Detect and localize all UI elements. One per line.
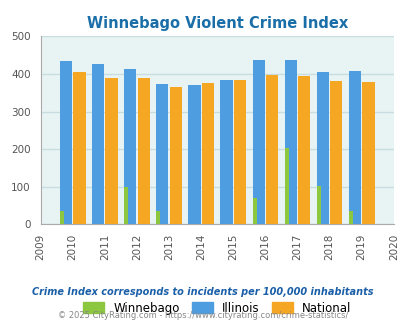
Bar: [169, 87, 181, 224]
Bar: [124, 69, 136, 224]
Bar: [92, 64, 104, 224]
Bar: [137, 79, 149, 224]
Bar: [252, 198, 256, 224]
Bar: [329, 81, 341, 224]
Text: © 2025 CityRating.com - https://www.cityrating.com/crime-statistics/: © 2025 CityRating.com - https://www.city…: [58, 311, 347, 320]
Bar: [60, 211, 64, 224]
Bar: [316, 72, 328, 224]
Bar: [201, 83, 213, 224]
Text: Crime Index corresponds to incidents per 100,000 inhabitants: Crime Index corresponds to incidents per…: [32, 287, 373, 297]
Bar: [188, 85, 200, 224]
Legend: Winnebago, Illinois, National: Winnebago, Illinois, National: [83, 302, 351, 315]
Bar: [220, 80, 232, 224]
Bar: [233, 80, 245, 224]
Bar: [361, 82, 374, 224]
Bar: [284, 60, 296, 224]
Bar: [348, 71, 360, 224]
Bar: [265, 75, 277, 224]
Bar: [297, 76, 309, 224]
Bar: [316, 186, 320, 224]
Bar: [124, 187, 128, 224]
Bar: [156, 84, 168, 224]
Title: Winnebago Violent Crime Index: Winnebago Violent Crime Index: [86, 16, 347, 31]
Bar: [73, 72, 85, 224]
Bar: [284, 148, 288, 224]
Bar: [156, 211, 160, 224]
Bar: [60, 61, 72, 224]
Bar: [105, 79, 117, 224]
Bar: [348, 211, 352, 224]
Bar: [252, 60, 264, 224]
